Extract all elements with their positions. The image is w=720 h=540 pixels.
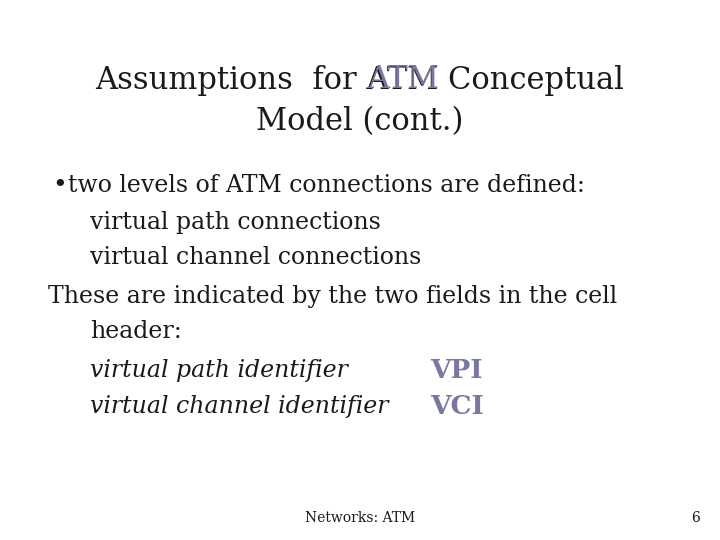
Text: ATM: ATM [367,64,438,96]
Text: VPI: VPI [430,357,482,382]
Text: header:: header: [90,321,181,343]
Text: virtual channel connections: virtual channel connections [90,246,421,268]
Text: virtual path connections: virtual path connections [90,211,381,233]
Text: two levels of ATM connections are defined:: two levels of ATM connections are define… [68,173,585,197]
Text: virtual path identifier: virtual path identifier [90,359,348,381]
Text: •: • [52,173,67,197]
Text: Model (cont.): Model (cont.) [256,106,464,138]
Text: Networks: ATM: Networks: ATM [305,511,415,525]
Text: VCI: VCI [430,395,484,420]
Text: virtual channel identifier: virtual channel identifier [90,395,389,418]
Text: These are indicated by the two fields in the cell: These are indicated by the two fields in… [48,285,617,307]
Text: Assumptions  for ATM Conceptual: Assumptions for ATM Conceptual [96,64,624,96]
Text: 6: 6 [691,511,700,525]
